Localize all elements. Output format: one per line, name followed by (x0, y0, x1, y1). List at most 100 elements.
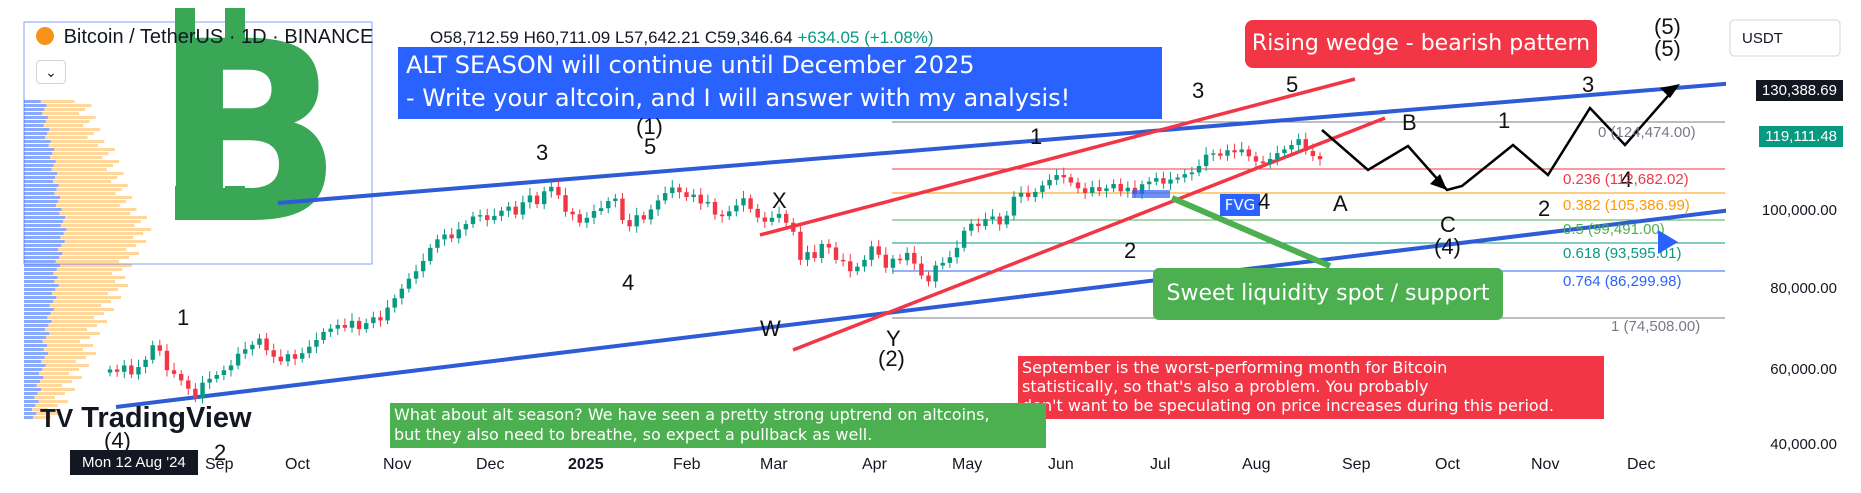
volume-profile-bar (62, 252, 140, 255)
candle-body (114, 369, 120, 372)
candle-body (499, 210, 504, 216)
volume-profile-bar (24, 232, 64, 235)
candle-body (926, 275, 931, 282)
candle-body (869, 246, 874, 260)
fib-label-0: 0 (124,474.00) (1598, 124, 1696, 141)
candle-body (485, 215, 490, 221)
x-tick: Oct (1435, 456, 1460, 473)
wave-label: 1 (1498, 108, 1511, 133)
candle-body (506, 206, 511, 211)
alt-season-banner[interactable]: ALT SEASON will continue until December … (398, 47, 1162, 119)
wave-label: 1 (177, 305, 190, 330)
x-tick: 2025 (568, 456, 604, 473)
candle-body (1025, 192, 1031, 198)
wave-label: 2 (1124, 238, 1137, 263)
collapse-button[interactable]: ⌄ (36, 60, 66, 84)
candle-body (477, 215, 483, 217)
volume-profile-bar (24, 296, 57, 299)
candle-body (371, 317, 376, 324)
candle-body (563, 195, 568, 212)
candle-body (413, 271, 419, 279)
price-label-last[interactable]: 119,111.48 (1759, 126, 1843, 147)
play-icon[interactable] (1658, 230, 1678, 254)
wave-label: 3 (1192, 78, 1205, 103)
volume-profile-bar (51, 320, 108, 323)
sweet-spot-banner[interactable]: Sweet liquidity spot / support (1153, 268, 1503, 320)
candle-body (769, 217, 775, 222)
candle-body (662, 193, 668, 201)
candle-body (349, 320, 355, 328)
volume-profile-bar (24, 212, 60, 215)
candle-body (200, 382, 205, 399)
volume-profile-bar (24, 188, 57, 191)
projection-path[interactable] (1321, 87, 1676, 192)
candle-body (1068, 177, 1074, 183)
wave-label: 1 (1030, 124, 1043, 149)
x-tick: Nov (1531, 456, 1560, 473)
volume-profile-bar (42, 112, 79, 115)
tradingview-logo[interactable]: TV TradingView (40, 402, 252, 434)
september-note[interactable]: September is the worst-performing month … (1018, 356, 1604, 419)
candle-body (556, 186, 561, 196)
volume-profile-bar (42, 340, 81, 343)
volume-profile-bar (24, 340, 43, 343)
candle-body (677, 187, 682, 193)
volume-profile-bar (24, 244, 62, 247)
volume-profile-bar (43, 124, 84, 127)
candle-body (1047, 179, 1052, 186)
candle-body (1146, 181, 1152, 185)
wave-label: C (1440, 212, 1456, 237)
volume-profile-bar (55, 160, 120, 163)
volume-profile-bar (50, 156, 103, 159)
wedge-lower-line[interactable] (792, 116, 1386, 352)
candle-body (1125, 187, 1131, 192)
candle-body (1033, 191, 1038, 198)
fvg-label[interactable]: FVG (1220, 194, 1260, 216)
alt-note[interactable]: What about alt season? We have seen a pr… (390, 403, 1046, 448)
x-tick: Jul (1150, 456, 1171, 473)
volume-profile-bar (63, 232, 144, 235)
volume-profile-bar (24, 316, 48, 319)
rising-wedge-banner[interactable]: Rising wedge - bearish pattern (1245, 20, 1597, 68)
candle-body (969, 223, 974, 231)
price-label-current[interactable]: 130,388.69 (1755, 80, 1843, 101)
wedge-upper-line[interactable] (759, 77, 1356, 237)
candle-body (1090, 187, 1095, 193)
volume-profile-bar (57, 172, 124, 175)
volume-profile-bar (43, 376, 82, 379)
symbol-title: Bitcoin / TetherUS · 1D · BINANCE (63, 26, 374, 48)
volume-profile-bar (24, 160, 56, 163)
candle-body (798, 231, 803, 260)
current-date-label[interactable]: Mon 12 Aug '24 (70, 450, 198, 475)
candle-body (954, 247, 960, 258)
candle-body (840, 259, 846, 262)
wave-label: 2 (1538, 196, 1551, 221)
candle-body (449, 234, 454, 239)
wave-label: X (772, 188, 787, 213)
currency-button[interactable]: USDT (1742, 30, 1783, 47)
fib-retracement (892, 121, 1725, 319)
candle-body (591, 211, 597, 218)
channel-lower-line[interactable] (115, 206, 1749, 409)
candle-body (243, 349, 248, 354)
volume-profile-bar (24, 184, 59, 187)
channel-upper-line[interactable] (277, 80, 1749, 205)
volume-profile-bar (24, 312, 51, 315)
x-tick: Sep (1342, 456, 1371, 473)
candle-body (1196, 166, 1202, 173)
candle-body (812, 252, 817, 259)
candle-body (762, 217, 768, 222)
volume-profile-bar (24, 112, 43, 115)
candle-body (1097, 187, 1102, 192)
candle-body (705, 201, 711, 204)
x-tick: Aug (1242, 456, 1271, 473)
candle-body (250, 344, 255, 350)
candle-body (655, 200, 661, 210)
fib-label-0382: 0.382 (105,386.99) (1563, 197, 1690, 214)
symbol-header[interactable]: Bitcoin / TetherUS · 1D · BINANCE (36, 26, 373, 49)
candle-body (1118, 183, 1123, 192)
wave-label: W (760, 316, 781, 341)
volume-profile-bar (40, 388, 75, 391)
volume-profile-bar (24, 152, 53, 155)
volume-profile-bar (24, 348, 44, 351)
